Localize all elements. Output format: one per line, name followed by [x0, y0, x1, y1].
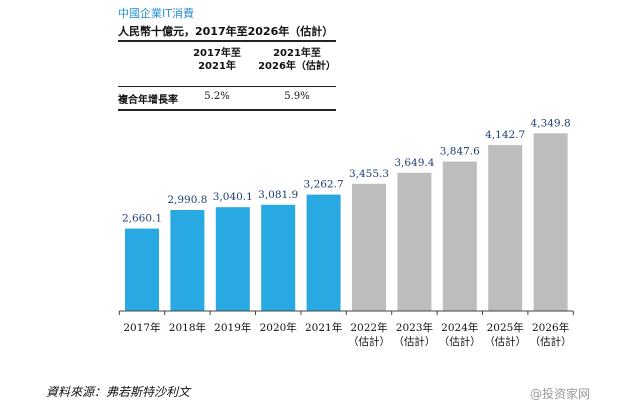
cagr-column-header-2021-2026: 2021年至 2026年（估計） — [256, 47, 338, 73]
category-label-7: 2024年 — [441, 321, 478, 334]
cagr-column-header-2017-2021-line2: 2021年 — [198, 61, 236, 72]
cagr-row-label: 複合年增長率 — [118, 95, 178, 106]
table-top-rule — [118, 40, 336, 42]
bar-8 — [488, 145, 523, 311]
category-sublabel-5: （估計） — [348, 335, 390, 348]
category-label-1: 2018年 — [169, 321, 206, 334]
cagr-value-2021-2026: 5.9% — [284, 91, 310, 102]
value-label-4: 3,262.7 — [304, 179, 344, 191]
category-label-9: 2026年 — [532, 321, 569, 334]
value-label-8: 4,142.7 — [485, 129, 525, 141]
category-label-2: 2019年 — [214, 321, 251, 334]
category-sublabel-6: （估計） — [393, 335, 435, 348]
cagr-column-header-2021-2026-line2: 2026年（估計） — [258, 61, 336, 72]
table-bottom-rule — [118, 109, 336, 111]
bar-3 — [261, 204, 296, 311]
category-label-5: 2022年 — [350, 321, 387, 334]
category-sublabel-9: （估計） — [530, 335, 572, 348]
cagr-column-header-2017-2021: 2017年至 2021年 — [176, 47, 258, 73]
category-label-8: 2025年 — [487, 321, 524, 334]
value-label-1: 2,990.8 — [167, 194, 207, 206]
value-label-0: 2,660.1 — [122, 213, 162, 225]
category-label-3: 2020年 — [260, 321, 297, 334]
value-label-6: 3,649.4 — [394, 157, 434, 169]
chart-subtitle: 人民幣十億元，2017年至2026年（估計） — [118, 25, 334, 38]
table-mid-rule — [118, 86, 336, 87]
value-label-7: 3,847.6 — [440, 146, 480, 158]
category-label-0: 2017年 — [123, 321, 160, 334]
chart-title: 中國企業IT消費 — [118, 7, 194, 20]
category-label-6: 2023年 — [396, 321, 433, 334]
watermark: @投资家网 — [530, 387, 591, 401]
bar-0 — [125, 228, 159, 311]
category-sublabel-7: （估計） — [439, 335, 481, 348]
bar-4 — [306, 194, 341, 311]
value-label-2: 3,040.1 — [213, 191, 253, 203]
value-label-5: 3,455.3 — [349, 168, 389, 180]
bar-1 — [170, 210, 205, 311]
bar-5 — [352, 183, 386, 311]
bar-7 — [442, 161, 477, 311]
cagr-value-2017-2021: 5.2% — [204, 91, 230, 102]
category-sublabel-8: （估計） — [484, 335, 526, 348]
source-note: 資料來源：弗若斯特沙利文 — [46, 385, 191, 399]
cagr-column-header-2017-2021-line1: 2017年至 — [193, 48, 241, 59]
cagr-column-header-2021-2026-line1: 2021年至 — [273, 48, 321, 59]
bar-6 — [397, 172, 432, 311]
value-label-3: 3,081.9 — [258, 189, 298, 201]
bar-9 — [533, 133, 568, 311]
bar-2 — [215, 207, 250, 311]
value-label-9: 4,349.8 — [531, 117, 571, 129]
category-label-4: 2021年 — [305, 321, 342, 334]
